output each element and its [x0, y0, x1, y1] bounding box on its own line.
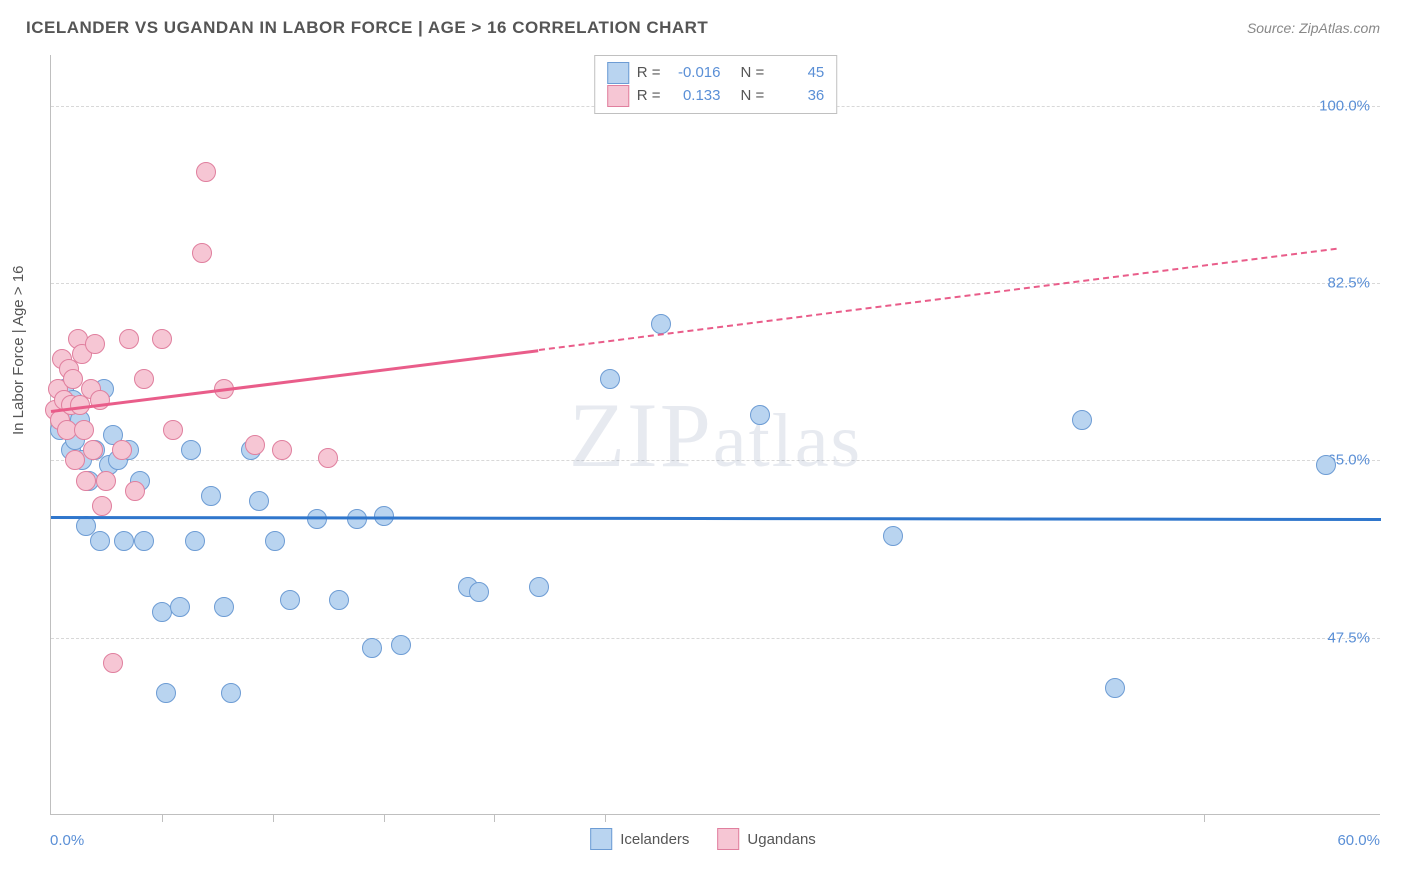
legend-top-row: R = -0.016 N = 45 — [607, 62, 825, 85]
scatter-point — [201, 486, 221, 506]
scatter-point — [1105, 678, 1125, 698]
scatter-point — [750, 405, 770, 425]
legend-bottom-item: Ugandans — [717, 828, 815, 850]
title-bar: ICELANDER VS UGANDAN IN LABOR FORCE | AG… — [26, 18, 1380, 38]
trend-line — [51, 349, 539, 413]
scatter-point — [600, 369, 620, 389]
legend-r-value: 0.133 — [669, 85, 721, 108]
scatter-point — [1316, 455, 1336, 475]
legend-n-label: N = — [741, 62, 765, 85]
scatter-point — [90, 531, 110, 551]
legend-swatch — [607, 62, 629, 84]
legend-label: Ugandans — [747, 831, 815, 848]
scatter-point — [192, 243, 212, 263]
scatter-point — [114, 531, 134, 551]
trend-line — [51, 516, 1381, 521]
legend-top-row: R = 0.133 N = 36 — [607, 85, 825, 108]
scatter-point — [362, 638, 382, 658]
legend-r-label: R = — [637, 85, 661, 108]
scatter-point — [196, 162, 216, 182]
scatter-point — [391, 635, 411, 655]
legend-bottom-item: Icelanders — [590, 828, 689, 850]
scatter-point — [469, 582, 489, 602]
scatter-point — [65, 450, 85, 470]
legend-top: R = -0.016 N = 45 R = 0.133 N = 36 — [594, 55, 838, 114]
scatter-point — [76, 471, 96, 491]
scatter-point — [272, 440, 292, 460]
scatter-point — [280, 590, 300, 610]
watermark: ZIPatlas — [569, 382, 862, 488]
scatter-point — [185, 531, 205, 551]
gridline — [51, 638, 1380, 639]
trend-line-dashed — [539, 248, 1337, 351]
scatter-point — [318, 448, 338, 468]
scatter-point — [249, 491, 269, 511]
scatter-plot: ZIPatlas R = -0.016 N = 45 R = 0.133 N = 36 47.… — [50, 55, 1380, 815]
scatter-point — [134, 369, 154, 389]
legend-swatch — [607, 85, 629, 107]
legend-r-label: R = — [637, 62, 661, 85]
legend-label: Icelanders — [620, 831, 689, 848]
x-axis-max-label: 60.0% — [1337, 832, 1380, 849]
scatter-point — [1072, 410, 1092, 430]
scatter-point — [83, 440, 103, 460]
x-axis-min-label: 0.0% — [50, 832, 84, 849]
gridline — [51, 460, 1380, 461]
x-tick — [494, 814, 495, 822]
x-tick — [1204, 814, 1205, 822]
scatter-point — [74, 420, 94, 440]
source-label: Source: ZipAtlas.com — [1247, 20, 1380, 36]
scatter-point — [181, 440, 201, 460]
scatter-point — [96, 471, 116, 491]
y-axis-title: In Labor Force | Age > 16 — [10, 266, 27, 435]
x-tick — [384, 814, 385, 822]
scatter-point — [651, 314, 671, 334]
scatter-point — [152, 329, 172, 349]
scatter-point — [265, 531, 285, 551]
legend-bottom: Icelanders Ugandans — [590, 828, 816, 850]
x-tick — [605, 814, 606, 822]
scatter-point — [85, 334, 105, 354]
scatter-point — [103, 653, 123, 673]
legend-n-value: 45 — [772, 62, 824, 85]
scatter-point — [156, 683, 176, 703]
scatter-point — [163, 420, 183, 440]
scatter-point — [883, 526, 903, 546]
y-tick-label: 100.0% — [1319, 97, 1370, 114]
scatter-point — [329, 590, 349, 610]
legend-swatch — [717, 828, 739, 850]
scatter-point — [170, 597, 190, 617]
chart-title: ICELANDER VS UGANDAN IN LABOR FORCE | AG… — [26, 18, 708, 38]
scatter-point — [245, 435, 265, 455]
scatter-point — [529, 577, 549, 597]
legend-n-label: N = — [741, 85, 765, 108]
scatter-point — [221, 683, 241, 703]
legend-n-value: 36 — [772, 85, 824, 108]
scatter-point — [134, 531, 154, 551]
x-tick — [162, 814, 163, 822]
scatter-point — [125, 481, 145, 501]
y-tick-label: 82.5% — [1327, 275, 1370, 292]
scatter-point — [92, 496, 112, 516]
scatter-point — [112, 440, 132, 460]
legend-swatch — [590, 828, 612, 850]
gridline — [51, 283, 1380, 284]
x-tick — [273, 814, 274, 822]
legend-r-value: -0.016 — [669, 62, 721, 85]
y-tick-label: 47.5% — [1327, 629, 1370, 646]
scatter-point — [214, 597, 234, 617]
scatter-point — [119, 329, 139, 349]
